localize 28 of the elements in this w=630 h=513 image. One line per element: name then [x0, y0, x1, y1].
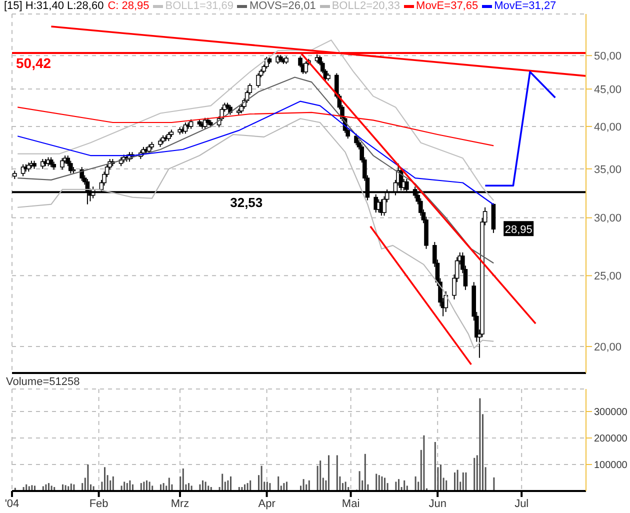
ref-line-label: 50,42	[16, 54, 52, 71]
x-tick-label: '04	[4, 498, 20, 510]
y-tick-label: 50,00	[594, 50, 622, 63]
legend-label: MOVS=26,01	[248, 0, 316, 12]
y-tick-label: 35,00	[594, 164, 622, 176]
legend-label: BOLL2=20,33	[330, 0, 400, 12]
legend-label: BOLL1=31,69	[164, 0, 234, 12]
annotation: 28,95	[504, 224, 532, 236]
ref-line-label: 32,53	[230, 195, 263, 210]
y-tick-label: 20,00	[594, 341, 622, 354]
legend-label: MovE=37,65	[415, 0, 478, 12]
x-tick-label: Feb	[89, 498, 108, 510]
x-tick-label: Jun	[428, 498, 446, 510]
y-tick-label: 300000	[594, 407, 628, 418]
y-tick-label: 100000	[594, 460, 628, 472]
chart-title: Volume=51258	[6, 376, 80, 388]
y-tick-label: 25,00	[594, 270, 622, 283]
x-tick-label: Mrz	[170, 498, 190, 510]
x-tick-label: Mai	[342, 498, 360, 510]
legend-label: MovE=31,27	[493, 0, 556, 12]
y-tick-label: 30,00	[594, 212, 622, 225]
x-tick-label: Apr	[258, 498, 276, 510]
y-tick-label: 45,00	[594, 84, 622, 96]
y-tick-label: 200000	[594, 434, 628, 445]
text: C: 28,95	[108, 0, 150, 12]
x-tick-label: Jul	[514, 498, 529, 510]
chart-title: [15] H:31,40 L:28,60	[4, 0, 104, 12]
y-tick-label: 40,00	[594, 121, 622, 134]
